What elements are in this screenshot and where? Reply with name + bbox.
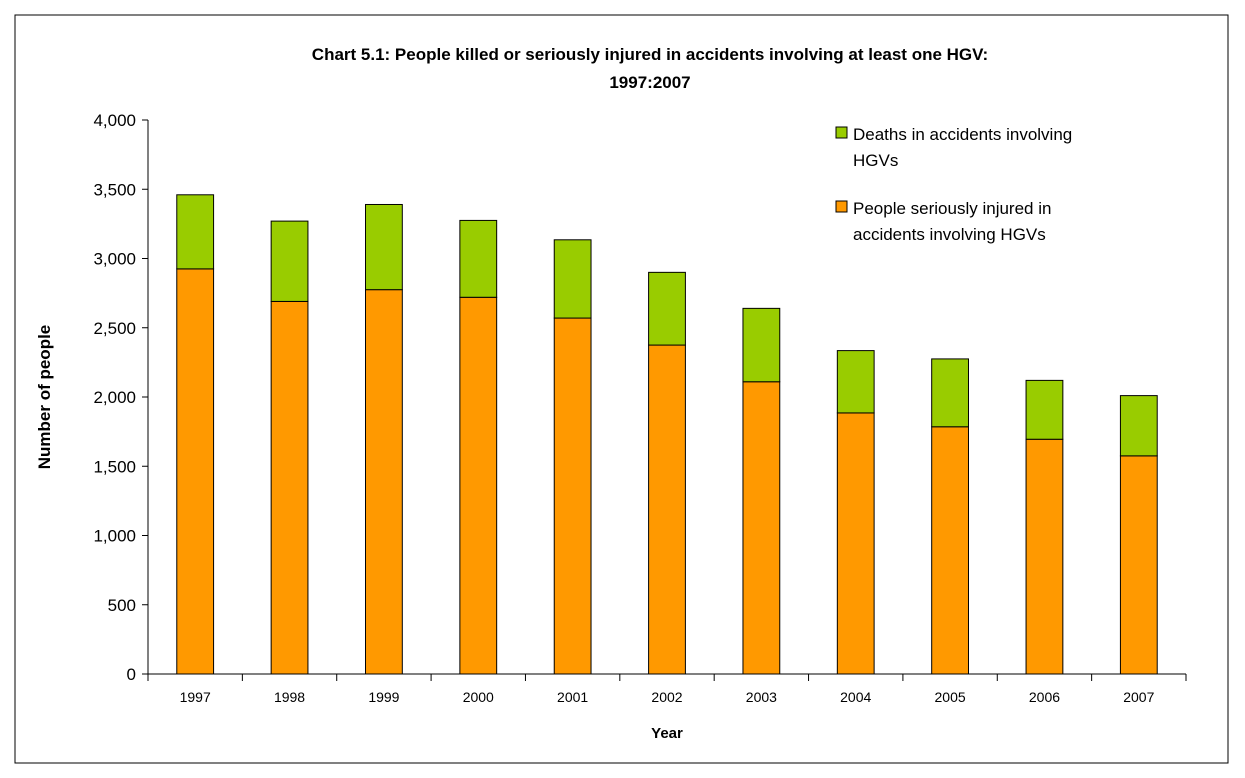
x-tick-label: 2003 xyxy=(746,689,777,705)
x-tick-label: 2006 xyxy=(1029,689,1060,705)
y-tick-label: 500 xyxy=(108,596,136,615)
y-tick-label: 1,000 xyxy=(93,527,136,546)
y-axis: 0 500 1,000 1,500 2,000 2,500 3,000 3,500 4,000 xyxy=(93,111,149,684)
bar-segment-injured xyxy=(365,289,403,675)
legend-swatch xyxy=(835,200,848,213)
x-tick-label: 2001 xyxy=(557,689,588,705)
y-tick-label: 4,000 xyxy=(93,111,136,130)
bar-segment-deaths xyxy=(365,203,403,291)
legend-swatch xyxy=(835,126,848,139)
bar-segment-deaths xyxy=(1025,379,1064,440)
bar-segment-deaths xyxy=(176,194,215,270)
bar-segment-deaths xyxy=(648,271,686,346)
x-tick-label: 2007 xyxy=(1123,689,1154,705)
y-tick-label: 3,000 xyxy=(93,250,136,269)
bar-segment-injured xyxy=(931,426,969,675)
legend-entry-text: accidents involving HGVs xyxy=(853,225,1046,244)
y-tick-label: 0 xyxy=(127,665,136,684)
x-tick-label: 2004 xyxy=(840,689,871,705)
x-tick-label: 2000 xyxy=(463,689,494,705)
bar-segment-injured xyxy=(1025,438,1064,675)
bar-segment-injured xyxy=(1119,455,1158,675)
y-tick-label: 2,000 xyxy=(93,388,136,407)
bar-segment-injured xyxy=(742,381,781,675)
x-tick-label: 2005 xyxy=(935,689,966,705)
bar-segment-deaths xyxy=(459,219,498,298)
bars xyxy=(176,194,1158,675)
bar-segment-deaths xyxy=(742,307,781,383)
bar-segment-deaths xyxy=(553,239,592,319)
bar-segment-injured xyxy=(648,344,686,675)
bar-segment-injured xyxy=(176,268,215,675)
x-tick-label: 1999 xyxy=(368,689,399,705)
chart-title: Chart 5.1: People killed or seriously in… xyxy=(312,45,988,64)
y-tick-label: 3,500 xyxy=(93,180,136,199)
legend-entry-text: Deaths in accidents involving xyxy=(853,125,1072,144)
x-tick-label: 2002 xyxy=(651,689,682,705)
x-axis-label: Year xyxy=(651,725,683,742)
bar-segment-injured xyxy=(553,317,592,675)
chart-subtitle: 1997:2007 xyxy=(609,73,690,92)
legend: Deaths in accidents involving HGVs People … xyxy=(835,125,1072,244)
bar-segment-deaths xyxy=(931,358,969,428)
bar-segment-deaths xyxy=(836,350,875,414)
bar-segment-deaths xyxy=(1119,395,1158,457)
legend-entry-text: People seriously injured in xyxy=(853,199,1051,218)
bar-segment-injured xyxy=(459,296,498,675)
x-tick-label: 1997 xyxy=(180,689,211,705)
y-tick-label: 2,500 xyxy=(93,319,136,338)
y-tick-label: 1,500 xyxy=(93,457,136,476)
y-axis-label: Number of people xyxy=(35,325,54,470)
x-tick-label: 1998 xyxy=(274,689,305,705)
bar-segment-injured xyxy=(270,300,309,675)
bar-segment-deaths xyxy=(270,220,309,302)
legend-entry-text: HGVs xyxy=(853,151,898,170)
bar-segment-injured xyxy=(836,412,875,675)
